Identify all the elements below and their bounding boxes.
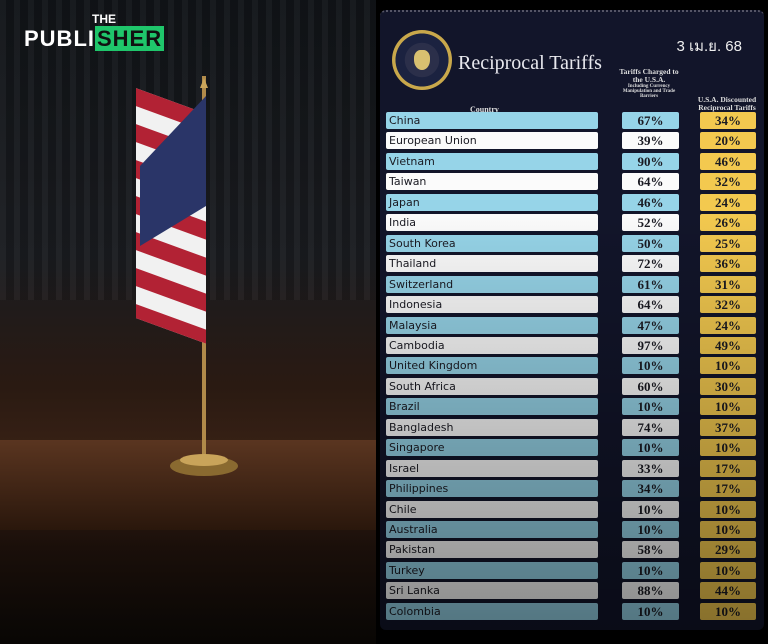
- country-cell: India: [386, 214, 598, 232]
- country-cell: Chile: [386, 500, 598, 518]
- country-cell: Bangladesh: [386, 418, 598, 436]
- charged-cell: 39%: [622, 132, 679, 150]
- charged-cell: 64%: [622, 173, 679, 191]
- country-cell: Brazil: [386, 398, 598, 416]
- presidential-seal-icon: [392, 30, 452, 90]
- charged-cell: 10%: [622, 398, 679, 416]
- discounted-cell: 31%: [700, 275, 756, 293]
- charged-cell: 52%: [622, 214, 679, 232]
- discounted-cell: 20%: [700, 132, 756, 150]
- charged-cell: 90%: [622, 152, 679, 170]
- charged-cell: 60%: [622, 377, 679, 395]
- discounted-cell: 44%: [700, 582, 756, 600]
- header-country: Country: [470, 105, 499, 114]
- discounted-cell: 46%: [700, 152, 756, 170]
- charged-cell: 88%: [622, 582, 679, 600]
- discounted-cell: 10%: [700, 439, 756, 457]
- country-cell: South Korea: [386, 234, 598, 252]
- us-flag-icon: [136, 76, 238, 476]
- discounted-cell: 32%: [700, 296, 756, 314]
- discounted-cell: 29%: [700, 541, 756, 559]
- country-cell: South Africa: [386, 377, 598, 395]
- country-cell: Cambodia: [386, 336, 598, 354]
- discounted-cell: 26%: [700, 214, 756, 232]
- country-cell: Taiwan: [386, 173, 598, 191]
- charged-cell: 97%: [622, 336, 679, 354]
- country-cell: Switzerland: [386, 275, 598, 293]
- country-cell: Philippines: [386, 480, 598, 498]
- charged-cell: 34%: [622, 480, 679, 498]
- discounted-cell: 17%: [700, 459, 756, 477]
- country-cell: Colombia: [386, 602, 598, 620]
- charged-cell: 47%: [622, 316, 679, 334]
- discounted-cell: 49%: [700, 336, 756, 354]
- discounted-cell: 25%: [700, 234, 756, 252]
- charged-cell: 33%: [622, 459, 679, 477]
- charged-cell: 67%: [622, 112, 679, 129]
- charged-cell: 10%: [622, 357, 679, 375]
- discounted-cell: 37%: [700, 418, 756, 436]
- country-cell: Israel: [386, 459, 598, 477]
- country-cell: United Kingdom: [386, 357, 598, 375]
- date-label: 3 เม.ย. 68: [676, 38, 742, 55]
- discounted-cell: 34%: [700, 112, 756, 129]
- discounted-cell: 24%: [700, 193, 756, 211]
- charged-cell: 64%: [622, 296, 679, 314]
- tariff-panel: Reciprocal Tariffs 3 เม.ย. 68 Country Ta…: [380, 10, 764, 632]
- flag-photo: THE PUBLISHER: [0, 0, 376, 644]
- discounted-cell: 10%: [700, 521, 756, 538]
- charged-cell: 10%: [622, 439, 679, 457]
- discounted-cell: 32%: [700, 173, 756, 191]
- country-cell: Thailand: [386, 255, 598, 273]
- discounted-cell: 24%: [700, 316, 756, 334]
- discounted-cell: 10%: [700, 561, 756, 579]
- charged-cell: 10%: [622, 561, 679, 579]
- infographic-title: Reciprocal Tariffs: [458, 52, 602, 74]
- charged-cell: 10%: [622, 500, 679, 518]
- charged-cell: 61%: [622, 275, 679, 293]
- discounted-cell: 17%: [700, 480, 756, 498]
- country-cell: China: [386, 112, 598, 129]
- discounted-cell: 36%: [700, 255, 756, 273]
- discounted-cell: 10%: [700, 602, 756, 620]
- header-charged: Tariffs Charged to the U.S.A. Including C…: [619, 67, 679, 100]
- charged-cell: 10%: [622, 521, 679, 538]
- discounted-cell: 10%: [700, 357, 756, 375]
- charged-cell: 72%: [622, 255, 679, 273]
- desk: [0, 440, 376, 530]
- charged-cell: 50%: [622, 234, 679, 252]
- charged-cell: 74%: [622, 418, 679, 436]
- country-cell: Turkey: [386, 561, 598, 579]
- country-cell: Sri Lanka: [386, 582, 598, 600]
- tariff-infographic: Reciprocal Tariffs 3 เม.ย. 68 Country Ta…: [376, 0, 768, 644]
- discounted-cell: 10%: [700, 500, 756, 518]
- charged-cell: 46%: [622, 193, 679, 211]
- charged-cell: 10%: [622, 602, 679, 620]
- charged-cell: 58%: [622, 541, 679, 559]
- country-cell: Singapore: [386, 439, 598, 457]
- country-cell: Japan: [386, 193, 598, 211]
- header-discounted: U.S.A. Discounted Reciprocal Tariffs: [697, 95, 757, 112]
- discounted-cell: 30%: [700, 377, 756, 395]
- country-cell: Malaysia: [386, 316, 598, 334]
- country-cell: Vietnam: [386, 152, 598, 170]
- country-cell: Indonesia: [386, 296, 598, 314]
- country-cell: Australia: [386, 521, 598, 538]
- discounted-cell: 10%: [700, 398, 756, 416]
- country-cell: European Union: [386, 132, 598, 150]
- country-cell: Pakistan: [386, 541, 598, 559]
